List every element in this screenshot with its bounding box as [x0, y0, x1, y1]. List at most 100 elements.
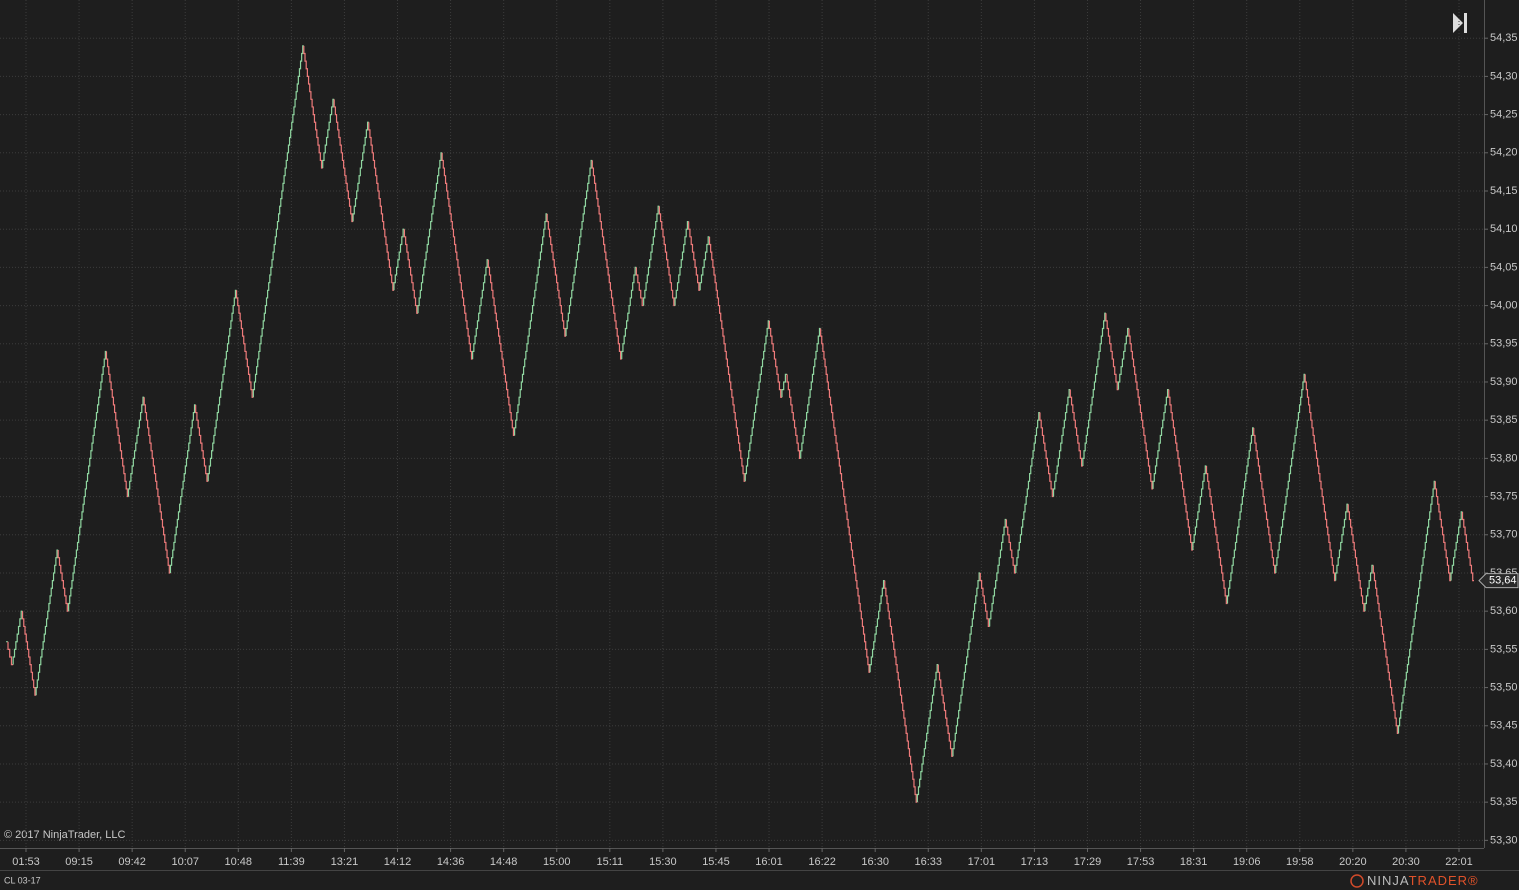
x-tick-label: 15:00	[543, 856, 571, 868]
bar	[441, 152, 473, 360]
bar	[786, 374, 801, 459]
bar	[1253, 427, 1276, 574]
bar	[169, 404, 196, 573]
x-tick-label: 16:22	[808, 856, 836, 868]
bar	[658, 206, 676, 307]
logo: NINJATRADER®	[1367, 873, 1479, 888]
x-tick-label: 11:39	[278, 856, 305, 868]
x-tick-label: 17:29	[1074, 856, 1102, 868]
bar	[1450, 511, 1463, 581]
scroll-end-button[interactable]	[1448, 10, 1472, 36]
bar	[979, 572, 990, 628]
bar	[591, 160, 622, 360]
bar	[1364, 564, 1374, 612]
bar	[1226, 427, 1254, 604]
bar	[1372, 565, 1399, 735]
y-tick-label: 53,50	[1490, 681, 1518, 693]
y-tick-label: 53,40	[1490, 758, 1518, 770]
x-tick-label: 13:21	[331, 856, 359, 868]
bar	[744, 320, 770, 482]
y-tick-label: 53,60	[1490, 605, 1518, 617]
bar	[820, 328, 871, 673]
logo-icon	[1350, 874, 1364, 888]
bar	[1152, 389, 1169, 489]
x-tick-label: 18:31	[1180, 856, 1208, 868]
y-tick-label: 54,30	[1490, 70, 1518, 82]
x-tick-label: 15:45	[702, 856, 730, 868]
bar	[105, 351, 129, 498]
x-tick-label: 16:01	[755, 856, 783, 868]
y-tick-label: 53,70	[1490, 529, 1518, 541]
logo-first: NINJA	[1367, 873, 1409, 888]
y-tick-label: 53,45	[1490, 720, 1518, 732]
bar	[688, 221, 701, 291]
bar	[322, 98, 335, 169]
x-tick-label: 14:12	[384, 856, 412, 868]
bar	[352, 121, 369, 222]
bar	[7, 641, 14, 666]
bar	[35, 549, 59, 696]
bar	[643, 205, 660, 306]
bar	[869, 580, 885, 673]
y-tick-label: 53,55	[1490, 643, 1518, 655]
bar	[1434, 481, 1452, 582]
bar	[1461, 511, 1474, 582]
price-marker-label: 53,64	[1489, 575, 1517, 587]
y-tick-label: 54,35	[1490, 32, 1518, 44]
y-tick-label: 54,00	[1490, 299, 1518, 311]
y-tick-label: 53,90	[1490, 376, 1518, 388]
x-tick-label: 16:33	[914, 856, 942, 868]
bar	[252, 45, 304, 398]
bar	[708, 236, 746, 482]
bar	[417, 152, 443, 314]
bar	[12, 610, 23, 665]
bar	[57, 550, 69, 612]
bar	[635, 267, 644, 307]
bar	[952, 572, 981, 757]
x-tick-label: 14:48	[490, 856, 518, 868]
bar	[1105, 313, 1119, 391]
bar	[621, 266, 637, 360]
bar	[800, 327, 821, 459]
bar	[368, 122, 394, 291]
y-tick-label: 54,20	[1490, 147, 1518, 159]
y-tick-label: 54,25	[1490, 109, 1518, 121]
bar	[393, 228, 405, 291]
bar-icon	[1464, 13, 1467, 33]
bar	[674, 220, 689, 306]
x-tick-label: 22:01	[1445, 856, 1473, 868]
bar	[1347, 504, 1365, 612]
x-tick-label: 15:30	[649, 856, 677, 868]
bar	[487, 259, 515, 437]
bar	[1275, 373, 1306, 573]
y-tick-label: 53,30	[1490, 834, 1518, 846]
bar	[303, 45, 323, 169]
x-tick-label: 16:30	[861, 856, 889, 868]
x-tick-label: 14:36	[437, 856, 465, 868]
copyright: © 2017 NinjaTrader, LLC	[4, 829, 125, 841]
bar	[565, 159, 593, 337]
bar	[1304, 374, 1336, 582]
logo-second: TRADER®	[1409, 873, 1479, 888]
bar	[1039, 412, 1054, 498]
x-tick-label: 19:58	[1286, 856, 1314, 868]
y-tick-label: 53,75	[1490, 490, 1518, 502]
price-marker	[1478, 573, 1519, 589]
y-tick-label: 54,10	[1490, 223, 1518, 235]
bar	[1082, 312, 1106, 467]
bar	[768, 320, 782, 398]
x-tick-label: 01:53	[12, 856, 40, 868]
x-tick-label: 09:42	[118, 856, 146, 868]
bar	[333, 99, 354, 223]
y-tick-label: 54,05	[1490, 261, 1518, 273]
bar	[699, 236, 710, 291]
bar	[1117, 327, 1129, 390]
x-tick-label: 09:15	[65, 856, 93, 868]
x-tick-label: 17:13	[1021, 856, 1049, 868]
bar	[143, 397, 171, 574]
bar	[195, 404, 209, 482]
bar	[127, 396, 145, 497]
bar	[781, 373, 788, 398]
